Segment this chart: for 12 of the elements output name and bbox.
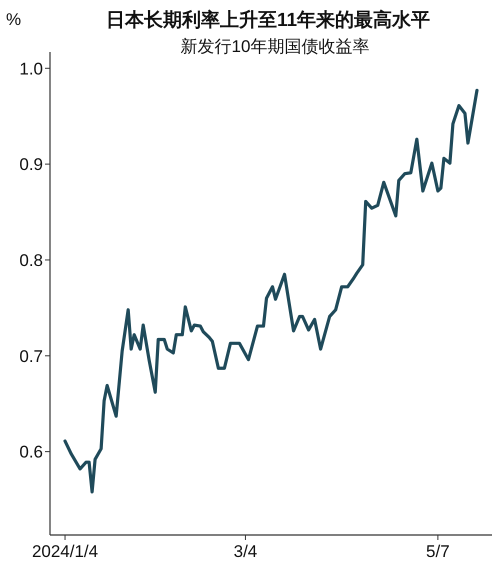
y-tick-label: 0.7 (19, 346, 43, 366)
y-tick-label: 1.0 (19, 59, 43, 78)
y-tick-label: 0.8 (19, 250, 43, 270)
x-tick-label: 2024/1/4 (32, 542, 98, 561)
chart-subtitle: 新发行10年期国债收益率 (180, 37, 370, 56)
chart-title: 日本长期利率上升至11年来的最高水平 (106, 9, 430, 31)
line-series (63, 88, 479, 494)
y-tick-label: 0.9 (19, 155, 43, 174)
y-tick-label: 0.6 (19, 442, 43, 462)
x-tick-label: 5/7 (426, 542, 450, 561)
y-axis-title: % (6, 10, 22, 29)
x-tick-label: 3/4 (234, 542, 258, 561)
